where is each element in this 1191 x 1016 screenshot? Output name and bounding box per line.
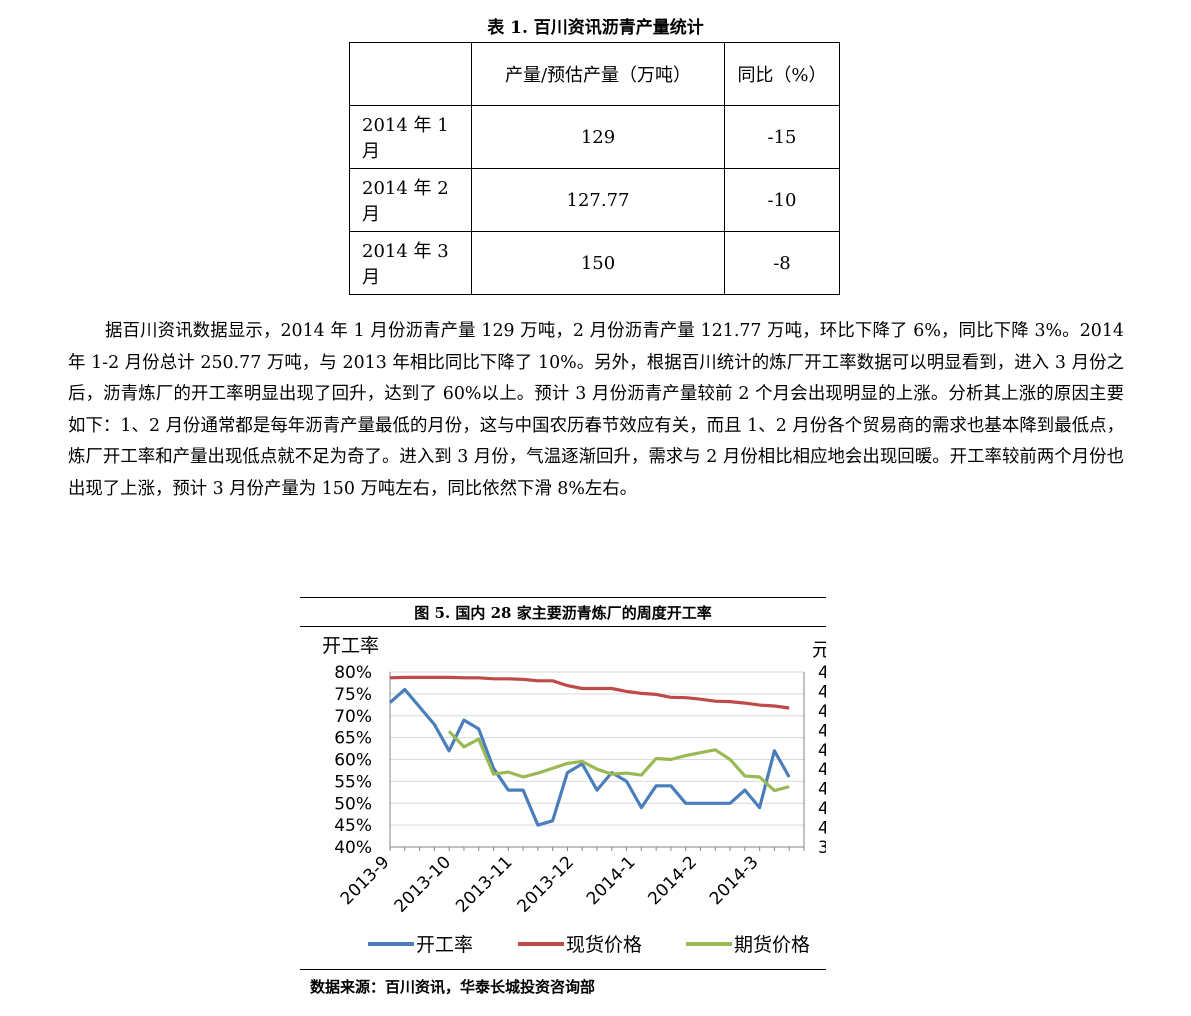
y2-tick-label: 4300 <box>818 760 826 780</box>
y2-tick-label: 4000 <box>818 819 826 839</box>
figure-title-rule <box>300 626 826 627</box>
table-title: 表 1. 百川资讯沥青产量统计 <box>487 18 704 38</box>
table-header-cell: 同比（%） <box>724 42 840 106</box>
table-cell: 127.77 <box>471 168 725 232</box>
table-cell: -10 <box>724 168 840 232</box>
chart: 80%75%70%65%60%55%50%45%40%4800470046004… <box>322 635 826 956</box>
y2-tick-label: 4800 <box>818 663 826 683</box>
figure-top-rule <box>300 597 826 598</box>
data-source-note: 数据来源：百川资讯，华泰长城投资咨询部 <box>310 978 596 996</box>
y-tick-label: 75% <box>334 685 372 705</box>
legend-label: 现货价格 <box>566 934 642 956</box>
table-header-cell <box>349 42 472 106</box>
y-tick-label: 45% <box>334 816 372 836</box>
y2-tick-label: 4100 <box>818 799 826 819</box>
y2-tick-label: 4500 <box>818 721 826 741</box>
y2-tick-label: 4400 <box>818 741 826 761</box>
y-tick-label: 70% <box>334 707 372 727</box>
x-tick-label: 2014-1 <box>583 852 640 909</box>
x-tick-label: 2013-9 <box>337 852 394 909</box>
y-tick-label: 60% <box>334 751 372 771</box>
table-header-cell: 产量/预估产量（万吨） <box>471 42 725 106</box>
x-tick-label: 2014-3 <box>706 852 763 909</box>
y-axis-title: 开工率 <box>322 635 379 657</box>
x-tick-label: 2014-2 <box>644 852 701 909</box>
table-row: 2014 年 1 月 129 -15 <box>349 105 840 169</box>
y2-axis-title: 元/吨 <box>812 639 826 661</box>
y2-tick-label: 4700 <box>818 682 826 702</box>
series-line <box>389 675 790 710</box>
y-tick-label: 55% <box>334 772 372 792</box>
y-tick-label: 65% <box>334 729 372 749</box>
table-cell: 150 <box>471 231 725 295</box>
series-line <box>447 730 790 793</box>
table-cell: 129 <box>471 105 725 169</box>
table-cell: -8 <box>724 231 840 295</box>
y2-tick-label: 4200 <box>818 780 826 800</box>
x-tick-label: 2013-10 <box>391 852 455 916</box>
y2-tick-label: 3900 <box>818 838 826 858</box>
series-line <box>388 687 791 827</box>
legend-label: 开工率 <box>416 934 473 956</box>
figure-bottom-rule <box>300 969 826 970</box>
y-tick-label: 80% <box>334 663 372 683</box>
table-row: 2014 年 3 月 150 -8 <box>349 231 840 295</box>
table-cell: 2014 年 2 月 <box>349 168 472 232</box>
table-cell: 2014 年 3 月 <box>349 231 472 295</box>
table-row: 2014 年 2 月 127.77 -10 <box>349 168 840 232</box>
y2-tick-label: 4600 <box>818 702 826 722</box>
y-tick-label: 50% <box>334 794 372 814</box>
table-cell: 2014 年 1 月 <box>349 105 472 169</box>
legend-label: 期货价格 <box>734 934 810 956</box>
figure-title: 图 5. 国内 28 家主要沥青炼厂的周度开工率 <box>414 604 712 622</box>
production-table: 产量/预估产量（万吨） 同比（%） 2014 年 1 月 129 -15 201… <box>349 42 840 295</box>
table-cell: -15 <box>724 105 840 169</box>
x-tick-label: 2013-12 <box>514 852 578 916</box>
x-tick-label: 2013-11 <box>452 852 516 916</box>
y-tick-label: 40% <box>334 838 372 858</box>
table-header-row: 产量/预估产量（万吨） 同比（%） <box>349 42 840 106</box>
body-paragraph: 据百川资讯数据显示，2014 年 1 月份沥青产量 129 万吨，2 月份沥青产… <box>68 321 1124 499</box>
